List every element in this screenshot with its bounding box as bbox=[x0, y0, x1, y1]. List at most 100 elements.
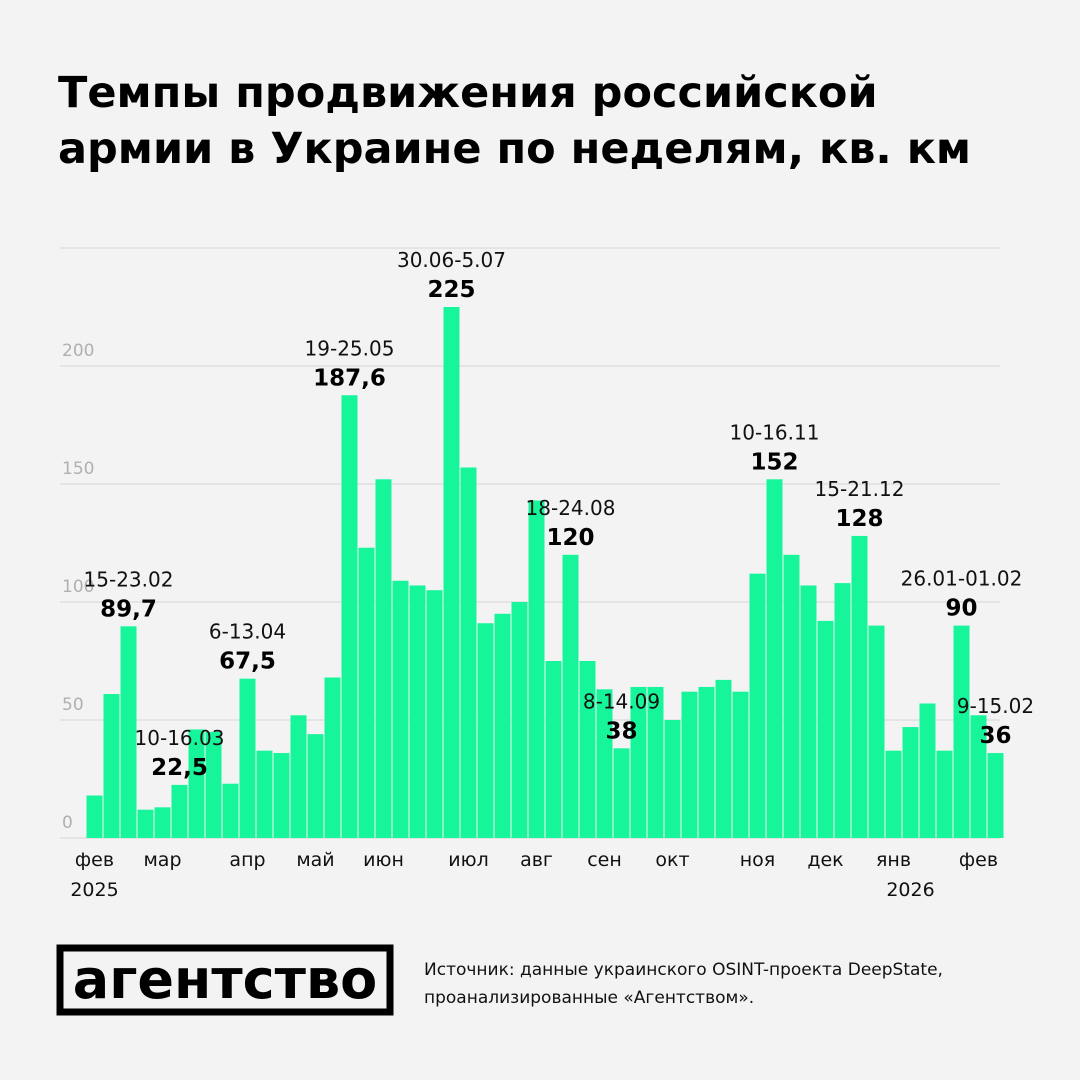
value-label: 120 bbox=[546, 525, 594, 551]
bar bbox=[409, 585, 426, 838]
bar bbox=[120, 626, 137, 838]
x-tick-label: фев bbox=[959, 849, 998, 871]
x-tick-label: апр bbox=[229, 849, 265, 871]
bar bbox=[919, 703, 936, 838]
bar bbox=[902, 727, 919, 838]
bar bbox=[137, 809, 154, 838]
date-label: 10-16.11 bbox=[730, 420, 820, 444]
source: Источник: данные украинского OSINT-проек… bbox=[424, 960, 943, 980]
x-tick-label: фев bbox=[75, 849, 114, 871]
bar bbox=[630, 686, 647, 838]
x-tick-label: мар bbox=[143, 849, 181, 871]
logo: агентство bbox=[73, 948, 377, 1011]
date-label: 6-13.04 bbox=[209, 620, 286, 644]
bar bbox=[647, 686, 664, 838]
x-tick-label: окт bbox=[655, 849, 689, 871]
y-tick-label: 200 bbox=[62, 341, 94, 361]
bar bbox=[851, 535, 868, 838]
bar bbox=[222, 783, 239, 838]
x-tick-label: янв bbox=[876, 849, 911, 871]
bar bbox=[358, 547, 375, 838]
x-tick-label: май bbox=[296, 849, 334, 871]
bar bbox=[800, 585, 817, 838]
bar bbox=[86, 795, 103, 838]
bar bbox=[443, 307, 460, 838]
x-tick-label: сен bbox=[587, 849, 622, 871]
bar bbox=[987, 753, 1004, 838]
source: проанализированные «Агентством». bbox=[424, 988, 754, 1008]
bar bbox=[715, 679, 732, 838]
bar bbox=[664, 720, 681, 838]
logo-box bbox=[56, 944, 394, 1016]
value-label: 90 bbox=[945, 596, 977, 622]
bar bbox=[460, 467, 477, 838]
value-label: 225 bbox=[427, 277, 475, 303]
value-label: 38 bbox=[605, 718, 637, 744]
bar bbox=[562, 554, 579, 838]
bar bbox=[885, 750, 902, 838]
x-tick-label: июн bbox=[363, 849, 404, 871]
date-label: 18-24.08 bbox=[526, 496, 616, 520]
y-tick-label: 50 bbox=[62, 695, 84, 715]
y-tick-label: 100 bbox=[62, 577, 94, 597]
bar bbox=[188, 729, 205, 838]
x-tick-label: авг bbox=[520, 849, 553, 871]
bar bbox=[324, 677, 341, 838]
bar bbox=[766, 479, 783, 838]
bar bbox=[290, 715, 307, 838]
date-label: 19-25.05 bbox=[305, 336, 395, 360]
year-label: 2026 bbox=[886, 879, 934, 901]
bar bbox=[103, 694, 120, 838]
bar bbox=[528, 500, 545, 838]
date-label: 30.06-5.07 bbox=[397, 248, 506, 272]
date-label: 8-14.09 bbox=[583, 689, 660, 713]
value-label: 187,6 bbox=[313, 365, 386, 391]
bar bbox=[953, 625, 970, 838]
bar bbox=[732, 691, 749, 838]
y-tick-label: 150 bbox=[62, 459, 94, 479]
bar bbox=[698, 686, 715, 838]
date-label: 15-23.02 bbox=[84, 567, 174, 591]
bar bbox=[494, 613, 511, 838]
x-tick-label: июл bbox=[448, 849, 489, 871]
x-tick-label: ноя bbox=[740, 849, 775, 871]
bar bbox=[392, 580, 409, 838]
x-tick-label: дек bbox=[807, 849, 843, 871]
bar bbox=[205, 731, 222, 838]
bar bbox=[511, 602, 528, 838]
year-label: 2025 bbox=[70, 879, 118, 901]
chart-title: Темпы продвижения российской bbox=[58, 68, 878, 118]
value-label: 36 bbox=[979, 723, 1011, 749]
bar bbox=[375, 479, 392, 838]
bar bbox=[613, 748, 630, 838]
bar bbox=[579, 661, 596, 838]
bar bbox=[171, 784, 188, 838]
bar bbox=[817, 620, 834, 838]
bar bbox=[749, 573, 766, 838]
bar bbox=[426, 590, 443, 838]
date-label: 15-21.12 bbox=[815, 477, 905, 501]
date-label: 10-16.03 bbox=[135, 726, 225, 750]
bar bbox=[256, 750, 273, 838]
value-label: 22,5 bbox=[151, 755, 208, 781]
bar bbox=[545, 661, 562, 838]
value-label: 67,5 bbox=[219, 649, 276, 675]
chart-title: армии в Украине по неделям, кв. км bbox=[58, 124, 971, 174]
bar bbox=[273, 753, 290, 838]
bar bbox=[596, 689, 613, 838]
date-label: 9-15.02 bbox=[957, 694, 1034, 718]
bar bbox=[834, 583, 851, 838]
bar bbox=[970, 715, 987, 838]
bar bbox=[154, 807, 171, 838]
bar bbox=[477, 623, 494, 838]
bar bbox=[936, 750, 953, 838]
bar bbox=[341, 395, 358, 838]
value-label: 128 bbox=[835, 506, 883, 532]
bar bbox=[868, 625, 885, 838]
bar bbox=[307, 734, 324, 838]
value-label: 152 bbox=[750, 449, 798, 475]
date-label: 26.01-01.02 bbox=[901, 567, 1023, 591]
value-label: 89,7 bbox=[100, 596, 157, 622]
bar bbox=[783, 554, 800, 838]
